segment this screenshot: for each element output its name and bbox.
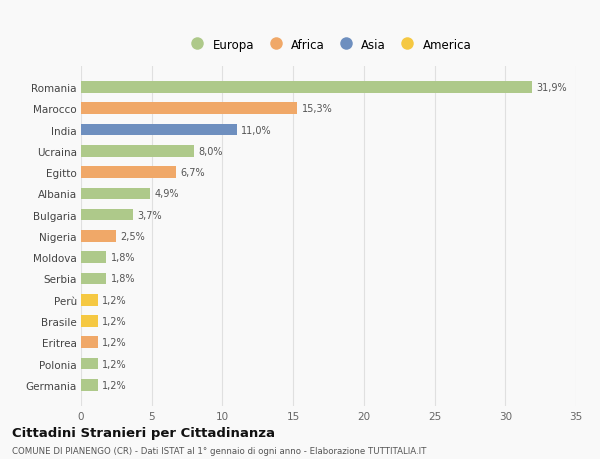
Text: Cittadini Stranieri per Cittadinanza: Cittadini Stranieri per Cittadinanza — [12, 426, 275, 439]
Bar — [81, 336, 98, 348]
Text: COMUNE DI PIANENGO (CR) - Dati ISTAT al 1° gennaio di ogni anno - Elaborazione T: COMUNE DI PIANENGO (CR) - Dati ISTAT al … — [12, 446, 427, 455]
Bar — [81, 379, 98, 391]
Bar — [81, 230, 116, 242]
Text: 31,9%: 31,9% — [536, 83, 567, 93]
Text: 1,2%: 1,2% — [102, 380, 127, 390]
Legend: Europa, Africa, Asia, America: Europa, Africa, Asia, America — [183, 36, 474, 54]
Text: 1,2%: 1,2% — [102, 337, 127, 347]
Text: 4,9%: 4,9% — [155, 189, 179, 199]
Text: 15,3%: 15,3% — [302, 104, 332, 114]
Text: 2,5%: 2,5% — [121, 231, 145, 241]
Text: 3,7%: 3,7% — [137, 210, 162, 220]
Bar — [81, 358, 98, 369]
Bar — [81, 103, 298, 115]
Bar — [81, 146, 194, 157]
Bar — [81, 82, 532, 94]
Text: 1,2%: 1,2% — [102, 359, 127, 369]
Text: 1,2%: 1,2% — [102, 316, 127, 326]
Bar — [81, 294, 98, 306]
Text: 1,8%: 1,8% — [111, 252, 135, 263]
Text: 8,0%: 8,0% — [199, 146, 223, 157]
Text: 11,0%: 11,0% — [241, 125, 271, 135]
Text: 1,2%: 1,2% — [102, 295, 127, 305]
Bar — [81, 315, 98, 327]
Bar — [81, 273, 106, 285]
Bar — [81, 124, 236, 136]
Bar — [81, 167, 176, 179]
Bar — [81, 252, 106, 263]
Text: 1,8%: 1,8% — [111, 274, 135, 284]
Bar — [81, 188, 151, 200]
Bar — [81, 209, 133, 221]
Text: 6,7%: 6,7% — [180, 168, 205, 178]
